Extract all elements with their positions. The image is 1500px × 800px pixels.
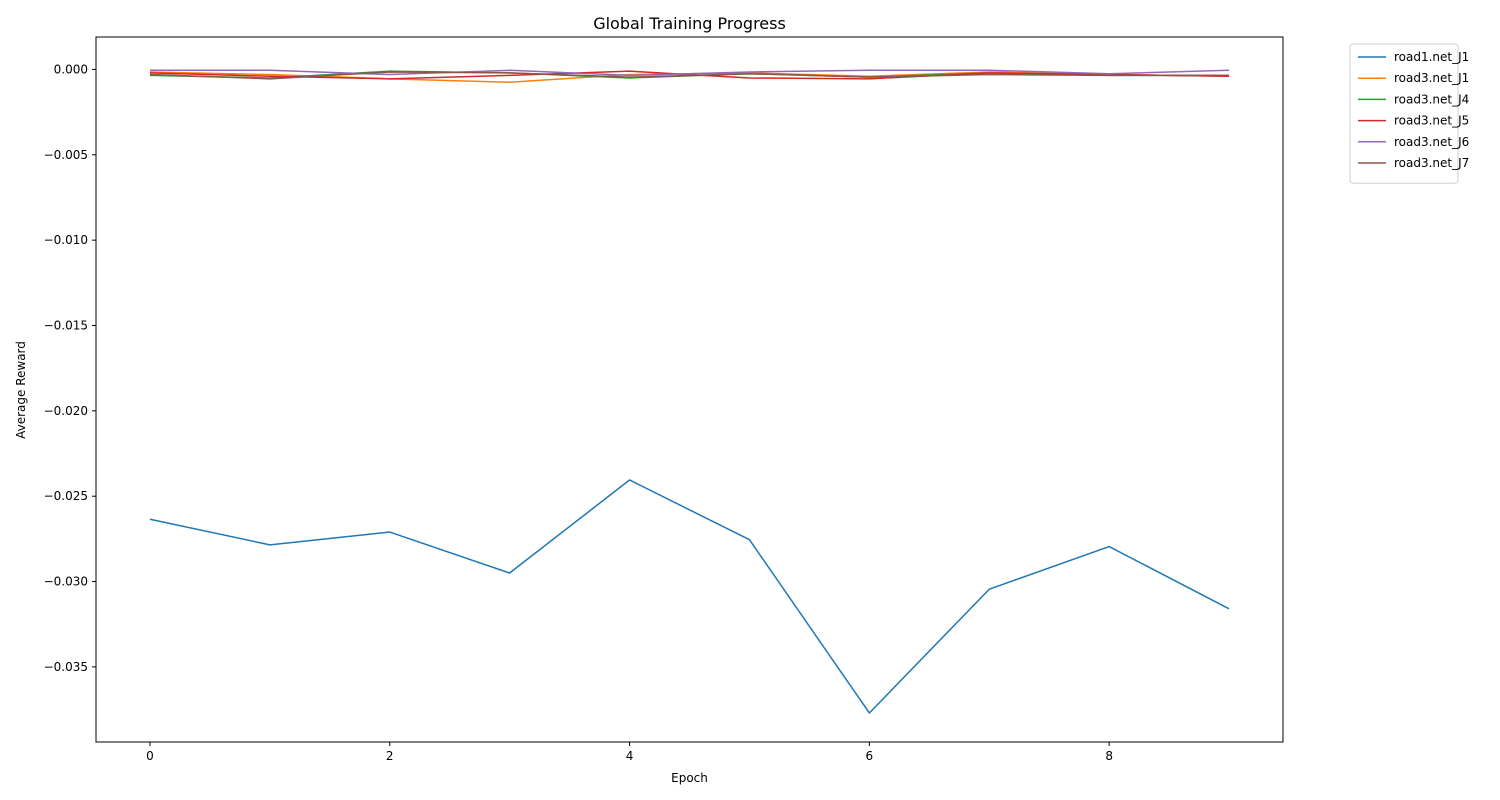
x-tick-label: 4: [626, 749, 634, 763]
y-tick-label: 0.000: [54, 62, 88, 76]
y-axis-label: Average Reward: [14, 341, 28, 439]
x-axis-label: Epoch: [671, 771, 708, 785]
legend-label: road3.net_J4: [1394, 92, 1469, 106]
series-line-5: [149, 69, 1230, 77]
series-line-1: [149, 479, 1230, 714]
chart-title: Global Training Progress: [593, 14, 786, 33]
x-tick-label: 0: [146, 749, 154, 763]
y-tick-label: −0.010: [44, 233, 88, 247]
legend-label: road3.net_J6: [1394, 135, 1469, 149]
x-axis-ticks: 0 2 4 6 8: [146, 742, 1113, 763]
y-tick-label: −0.015: [44, 318, 88, 332]
series-line-6: [149, 71, 1230, 80]
legend: road1.net_J1 road3.net_J1 road3.net_J4road…: [1349, 43, 1469, 184]
y-tick-label: −0.005: [44, 148, 88, 162]
legend-label: road3.net_J7: [1394, 156, 1469, 170]
series-line-4: [149, 70, 1230, 80]
series-layer: [149, 69, 1230, 714]
y-axis-ticks: 0.000 −0.005 −0.010 −0.015 −0.020 −0.025 −0.03…: [44, 62, 96, 674]
plot-frame: [95, 36, 1284, 743]
y-tick-label: −0.025: [44, 489, 88, 503]
legend-label: road3.net_J1: [1394, 71, 1469, 85]
legend-label: road3.net_J5: [1394, 114, 1469, 128]
x-tick-label: 6: [866, 749, 874, 763]
x-tick-label: 2: [386, 749, 394, 763]
y-tick-label: −0.035: [44, 660, 88, 674]
y-tick-label: −0.020: [44, 404, 88, 418]
x-tick-label: 8: [1105, 749, 1113, 763]
legend-label: road1.net_J1: [1394, 50, 1469, 64]
y-tick-label: −0.030: [44, 575, 88, 589]
plot-area: 0 2 4 6 8 0.000 −0.005 −0.010 −0.015 −0.020 −0.02…: [44, 36, 1284, 763]
